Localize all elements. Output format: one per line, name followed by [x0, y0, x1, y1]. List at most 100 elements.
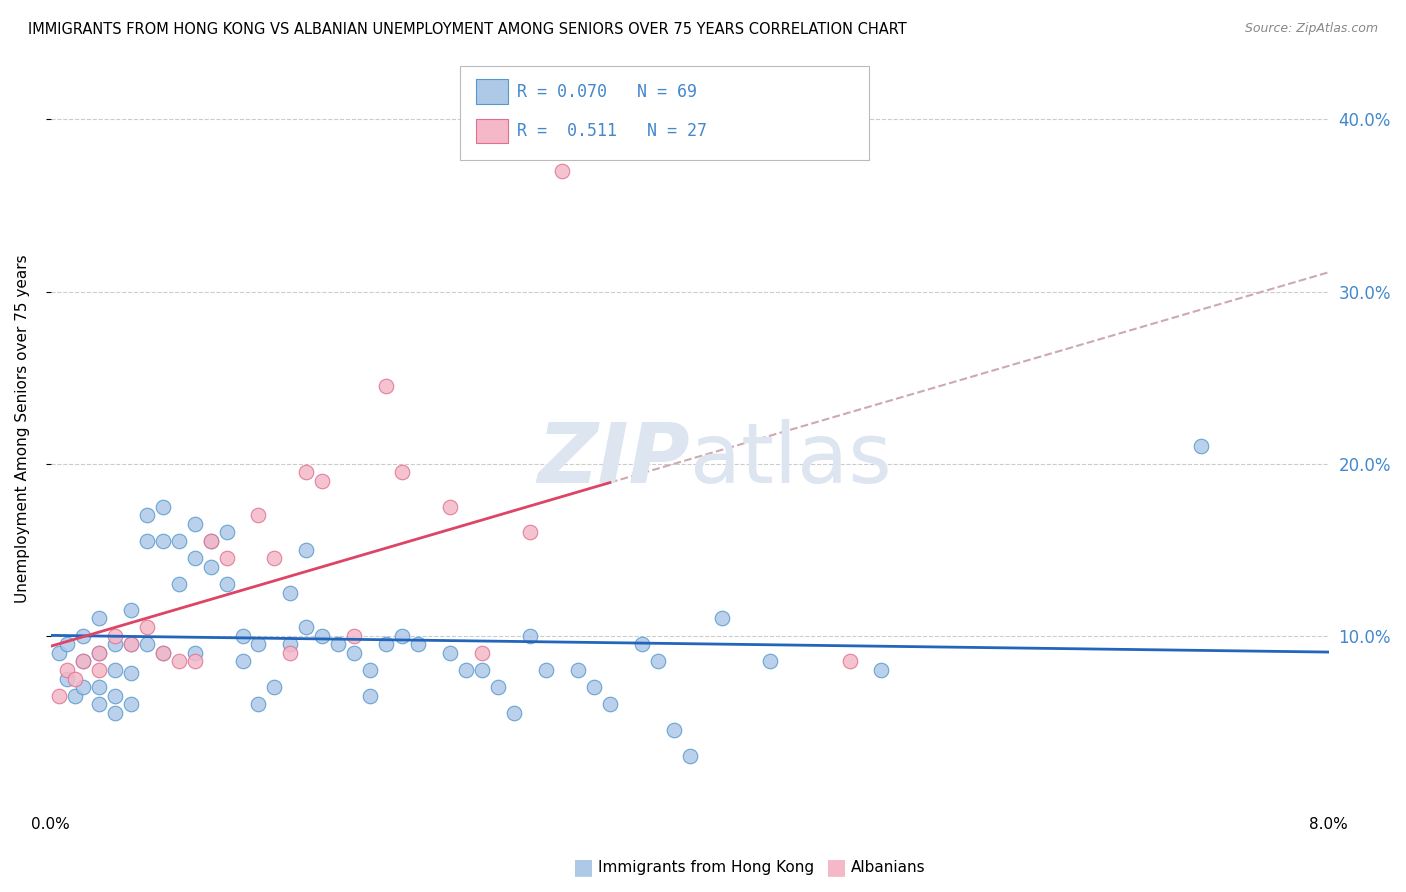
- Point: [167, 577, 190, 591]
- Text: ■: ■: [574, 857, 593, 877]
- Point: [167, 534, 190, 549]
- Point: [439, 646, 461, 660]
- Point: [406, 637, 429, 651]
- Point: [104, 637, 127, 651]
- FancyBboxPatch shape: [477, 79, 509, 103]
- Text: Source: ZipAtlas.com: Source: ZipAtlas.com: [1244, 22, 1378, 36]
- FancyBboxPatch shape: [460, 66, 869, 161]
- Point: [838, 655, 860, 669]
- Point: [295, 620, 318, 634]
- Point: [1189, 439, 1212, 453]
- Point: [72, 680, 94, 694]
- Text: Albanians: Albanians: [851, 860, 925, 874]
- Point: [280, 646, 302, 660]
- Point: [63, 689, 86, 703]
- Point: [311, 629, 333, 643]
- Point: [247, 698, 270, 712]
- Point: [662, 723, 685, 738]
- Point: [263, 551, 285, 566]
- Point: [72, 629, 94, 643]
- Point: [87, 698, 110, 712]
- Point: [87, 611, 110, 625]
- Point: [200, 559, 222, 574]
- Point: [120, 666, 142, 681]
- Point: [183, 655, 205, 669]
- Point: [56, 672, 79, 686]
- Point: [231, 629, 253, 643]
- Point: [104, 629, 127, 643]
- Point: [56, 663, 79, 677]
- Point: [471, 663, 494, 677]
- Point: [343, 629, 366, 643]
- Point: [295, 465, 318, 479]
- Point: [439, 500, 461, 514]
- Point: [758, 655, 780, 669]
- Point: [551, 164, 574, 178]
- Point: [280, 585, 302, 599]
- Point: [152, 534, 174, 549]
- Point: [215, 577, 238, 591]
- Point: [519, 525, 541, 540]
- Point: [534, 663, 557, 677]
- Point: [375, 379, 398, 393]
- Point: [120, 698, 142, 712]
- Point: [87, 646, 110, 660]
- Point: [104, 663, 127, 677]
- Point: [48, 689, 70, 703]
- Point: [503, 706, 526, 720]
- Point: [231, 655, 253, 669]
- Point: [486, 680, 509, 694]
- Point: [152, 500, 174, 514]
- Point: [183, 551, 205, 566]
- Point: [72, 655, 94, 669]
- Text: ■: ■: [827, 857, 846, 877]
- Point: [311, 474, 333, 488]
- Point: [247, 637, 270, 651]
- Point: [328, 637, 350, 651]
- Text: Immigrants from Hong Kong: Immigrants from Hong Kong: [598, 860, 814, 874]
- Point: [710, 611, 733, 625]
- Point: [120, 603, 142, 617]
- Point: [183, 516, 205, 531]
- Point: [391, 629, 413, 643]
- Point: [200, 534, 222, 549]
- Point: [567, 663, 589, 677]
- Text: atlas: atlas: [690, 419, 891, 500]
- Text: IMMIGRANTS FROM HONG KONG VS ALBANIAN UNEMPLOYMENT AMONG SENIORS OVER 75 YEARS C: IMMIGRANTS FROM HONG KONG VS ALBANIAN UN…: [28, 22, 907, 37]
- Point: [582, 680, 605, 694]
- Point: [359, 663, 381, 677]
- Point: [104, 706, 127, 720]
- Point: [647, 655, 669, 669]
- Point: [280, 637, 302, 651]
- Point: [631, 637, 654, 651]
- Point: [120, 637, 142, 651]
- Point: [359, 689, 381, 703]
- Point: [135, 620, 157, 634]
- Point: [247, 508, 270, 523]
- Point: [152, 646, 174, 660]
- Point: [599, 698, 621, 712]
- Point: [167, 655, 190, 669]
- Point: [263, 680, 285, 694]
- Point: [87, 663, 110, 677]
- Point: [72, 655, 94, 669]
- Text: ZIP: ZIP: [537, 419, 690, 500]
- Point: [215, 525, 238, 540]
- Text: R =  0.511   N = 27: R = 0.511 N = 27: [517, 122, 707, 140]
- Point: [295, 542, 318, 557]
- Point: [456, 663, 478, 677]
- Point: [56, 637, 79, 651]
- Point: [152, 646, 174, 660]
- Point: [120, 637, 142, 651]
- Point: [519, 629, 541, 643]
- Point: [215, 551, 238, 566]
- Point: [870, 663, 893, 677]
- Point: [135, 508, 157, 523]
- Point: [63, 672, 86, 686]
- Point: [48, 646, 70, 660]
- Point: [471, 646, 494, 660]
- Point: [183, 646, 205, 660]
- Point: [375, 637, 398, 651]
- Point: [135, 534, 157, 549]
- FancyBboxPatch shape: [477, 119, 509, 143]
